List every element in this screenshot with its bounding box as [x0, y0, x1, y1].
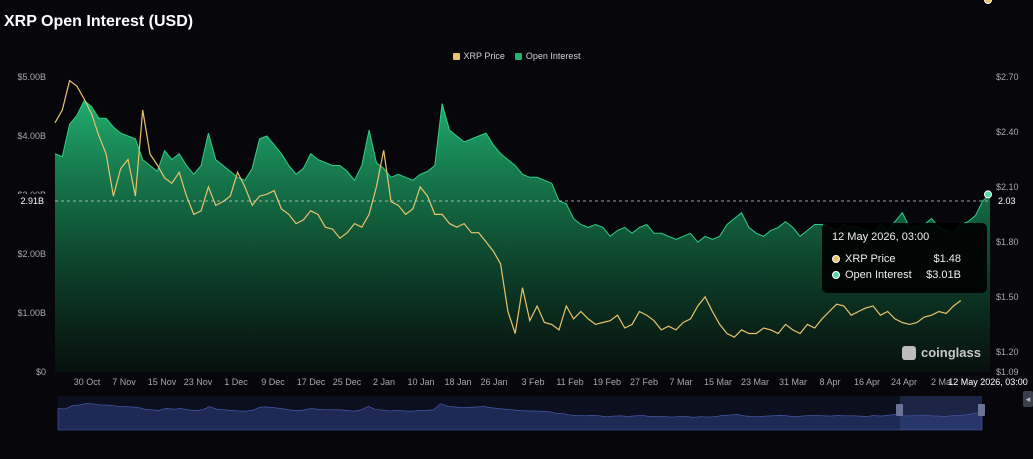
x-tick-label: 15 Nov — [148, 377, 177, 387]
x-tick-label: 30 Oct — [74, 377, 101, 387]
coinglass-watermark: coinglass — [902, 345, 981, 360]
open-interest-marker — [984, 190, 992, 199]
crosshair-left-bg — [0, 194, 52, 208]
right-tick-label: $2.40 — [996, 127, 1019, 137]
legend-label-open-interest: Open Interest — [525, 51, 581, 61]
watermark-text: coinglass — [921, 345, 981, 360]
legend: XRP Price Open Interest — [0, 51, 1033, 61]
tooltip-label-xrp-price: XRP Price — [845, 253, 896, 265]
x-tick-label: 26 Jan — [480, 377, 507, 387]
navigator-handle-right — [978, 404, 985, 416]
tooltip-row-open-interest: Open Interest $3.01B — [832, 269, 961, 281]
tooltip: 12 May 2026, 03:00 XRP Price $1.48 Open … — [822, 223, 987, 293]
x-tick-label: 2 Jan — [373, 377, 395, 387]
tooltip-date: 12 May 2026, 03:00 — [832, 231, 930, 243]
navigator-handle-left — [896, 404, 903, 416]
x-tick-label: 7 Nov — [112, 377, 136, 387]
x-axis: 30 Oct 7 Nov 15 Nov 23 Nov 1 Dec 9 Dec 17 Dec 2… — [74, 376, 1028, 388]
x-tick-label: 27 Feb — [630, 377, 658, 387]
crosshair-left-label: 2.91B — [20, 196, 44, 206]
legend-item-xrp-price[interactable]: XRP Price — [452, 51, 505, 61]
x-tick-label: 25 Dec — [333, 377, 362, 387]
tooltip-dot-open-interest — [832, 271, 840, 279]
x-tick-label: 17 Dec — [297, 377, 326, 387]
x-tick-label: 23 Mar — [741, 377, 769, 387]
left-tick-label: $1.00B — [17, 308, 46, 318]
crosshair: 2.91B 2.03 — [0, 0, 1033, 208]
left-axis: $0$1.00B$2.00B$3.00B$4.00B$5.00B — [17, 72, 46, 377]
x-tick-label: 2 Ma — [931, 377, 951, 387]
tooltip-dot-xrp-price — [832, 255, 840, 263]
legend-swatch-open-interest — [514, 52, 522, 60]
x-tick-label: 10 Jan — [407, 377, 434, 387]
left-tick-label: $2.00B — [17, 249, 46, 259]
legend-swatch-xrp-price — [452, 52, 460, 60]
x-tick-label: 8 Apr — [819, 377, 840, 387]
navigator-series — [57, 403, 983, 431]
open-interest-area — [55, 100, 990, 372]
xrp-price-marker — [984, 0, 992, 4]
right-tick-label: $2.10 — [996, 182, 1019, 192]
chart-title: XRP Open Interest (USD) — [4, 13, 194, 30]
x-tick-label: 7 Mar — [669, 377, 692, 387]
right-tick-label: $2.70 — [996, 72, 1019, 82]
legend-item-open-interest[interactable]: Open Interest — [514, 51, 581, 61]
x-tick-label: 15 Mar — [704, 377, 732, 387]
tooltip-value-xrp-price: $1.48 — [933, 253, 961, 265]
x-tick-label: 11 Feb — [556, 377, 583, 387]
tooltip-value-open-interest: $3.01B — [926, 269, 961, 281]
tooltip-row-xrp-price: XRP Price $1.48 — [832, 253, 961, 265]
x-tick-label: 23 Nov — [184, 377, 213, 387]
navigator-selection — [900, 396, 982, 430]
crosshair-right-label: 2.03 — [998, 196, 1016, 206]
right-tick-label: $1.80 — [996, 237, 1019, 247]
right-tick-label: $1.50 — [996, 292, 1019, 302]
side-collapse-button[interactable]: ◂ — [1023, 391, 1033, 407]
right-axis: $1.09 $1.20 $1.50 $1.80 $2.10 $2.40 $2.70 — [996, 72, 1019, 377]
x-tick-label: 24 Apr — [891, 377, 917, 387]
x-tick-label: 16 Apr — [854, 377, 880, 387]
right-tick-label: $1.09 — [996, 367, 1019, 377]
crosshair-right-bg — [993, 194, 1033, 208]
left-tick-label: $0 — [36, 367, 46, 377]
x-tick-label: 31 Mar — [779, 377, 807, 387]
x-tick-label: 1 Dec — [224, 377, 248, 387]
range-navigator[interactable] — [57, 396, 985, 431]
x-tick-highlight-bg — [951, 376, 1025, 388]
x-tick-label: 18 Jan — [444, 377, 471, 387]
x-tick-label: 9 Dec — [261, 377, 285, 387]
legend-label-xrp-price: XRP Price — [463, 51, 505, 61]
x-tick-label: 12 May 2026, 03:00 — [948, 377, 1028, 387]
x-tick-label: 3 Feb — [521, 377, 544, 387]
xrp-price-line — [54, 79, 962, 338]
coinglass-logo-icon — [902, 345, 916, 360]
right-tick-label: $1.20 — [996, 347, 1019, 357]
x-tick-label: 19 Feb — [593, 377, 621, 387]
left-tick-label: $5.00B — [17, 72, 46, 82]
left-tick-label: $4.00B — [17, 131, 46, 141]
tooltip-label-open-interest: Open Interest — [845, 269, 912, 281]
xrp-price-line-layer — [54, 79, 962, 338]
